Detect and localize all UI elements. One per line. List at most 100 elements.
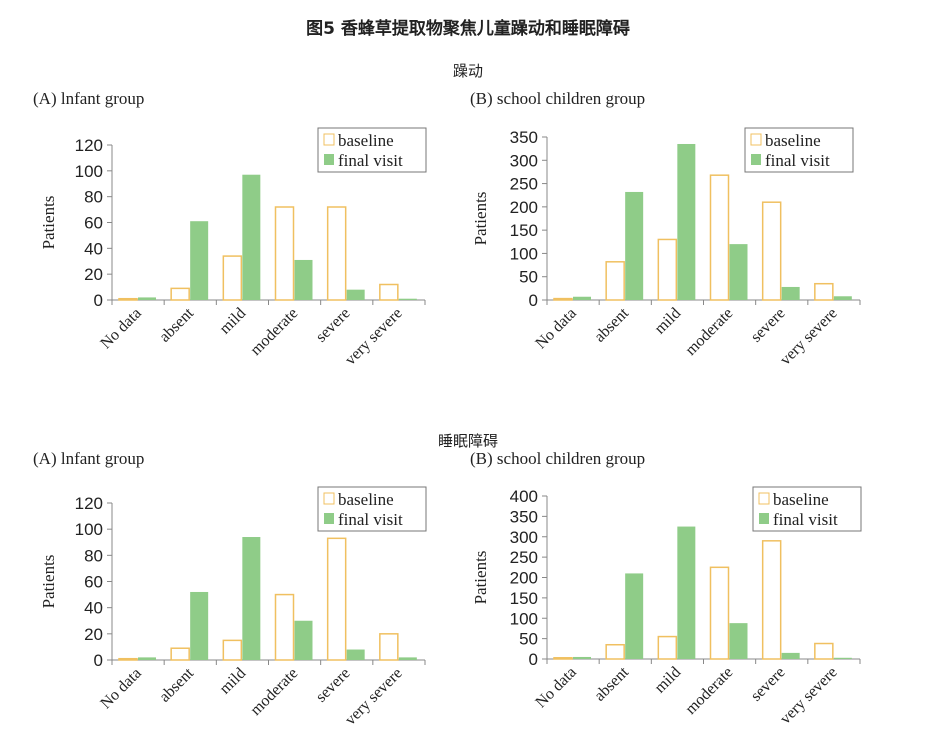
x-tick-label: mild bbox=[216, 665, 249, 698]
y-tick-label: 250 bbox=[510, 548, 538, 567]
bar-baseline bbox=[553, 657, 573, 660]
bar-baseline bbox=[170, 647, 190, 661]
bar-baseline bbox=[709, 566, 730, 660]
legend-swatch-final-visit bbox=[751, 154, 761, 165]
bar-baseline bbox=[761, 201, 782, 301]
bar-baseline bbox=[379, 283, 399, 301]
bar-final-visit bbox=[138, 297, 156, 300]
y-tick-label: 40 bbox=[84, 239, 103, 258]
bar-final-visit bbox=[346, 649, 365, 660]
y-tick-label: 100 bbox=[75, 520, 103, 539]
x-tick-label: severe bbox=[313, 665, 354, 706]
legend-swatch-baseline bbox=[750, 133, 762, 146]
x-tick-label: very severe bbox=[777, 664, 841, 728]
x-tick-label: absent bbox=[591, 663, 632, 704]
y-tick-label: 0 bbox=[529, 291, 538, 310]
bar-final-visit bbox=[138, 657, 156, 660]
x-tick-label: very severe bbox=[342, 665, 406, 729]
legend-label-baseline: baseline bbox=[773, 490, 829, 509]
bar-final-visit bbox=[346, 289, 365, 300]
bar-final-visit bbox=[190, 221, 209, 300]
bar-baseline bbox=[553, 297, 573, 301]
x-tick-label: absent bbox=[591, 304, 632, 345]
y-axis-label: Patients bbox=[39, 196, 58, 250]
bar-baseline bbox=[118, 657, 138, 661]
bar-final-visit bbox=[677, 143, 696, 300]
x-tick-label: absent bbox=[156, 304, 197, 345]
legend-swatch-baseline bbox=[758, 492, 770, 505]
x-tick-label: severe bbox=[748, 305, 789, 346]
y-axis-label: Patients bbox=[471, 551, 490, 605]
y-tick-label: 120 bbox=[75, 494, 103, 513]
bar-baseline bbox=[657, 635, 678, 660]
bar-final-visit bbox=[833, 296, 852, 300]
y-axis-label: Patients bbox=[39, 555, 58, 609]
bar-final-visit bbox=[398, 298, 417, 300]
panel-title: (A) lnfant group bbox=[33, 449, 145, 468]
legend-label-final-visit: final visit bbox=[338, 510, 403, 529]
bar-final-visit bbox=[677, 526, 696, 659]
bar-final-visit bbox=[242, 174, 261, 300]
x-tick-label: absent bbox=[156, 664, 197, 705]
legend-swatch-baseline bbox=[323, 133, 335, 146]
bar-baseline bbox=[761, 540, 782, 660]
bar-baseline bbox=[814, 282, 834, 301]
bar-baseline bbox=[605, 261, 625, 301]
panel-title: (A) lnfant group bbox=[33, 89, 145, 108]
bar-final-visit bbox=[625, 191, 644, 300]
legend-box bbox=[744, 127, 854, 173]
x-tick-label: mild bbox=[651, 305, 684, 338]
y-tick-label: 80 bbox=[84, 546, 103, 565]
bar-final-visit bbox=[242, 537, 261, 660]
y-tick-label: 100 bbox=[510, 244, 538, 263]
x-tick-label: severe bbox=[748, 664, 789, 705]
legend-swatch-final-visit bbox=[324, 154, 334, 165]
bar-baseline bbox=[657, 238, 678, 301]
y-tick-label: 40 bbox=[84, 599, 103, 618]
y-tick-label: 0 bbox=[94, 651, 103, 670]
bar-baseline bbox=[222, 639, 243, 661]
x-tick-label: very severe bbox=[342, 305, 406, 369]
bar-final-visit bbox=[729, 244, 748, 300]
bar-final-visit bbox=[729, 623, 748, 659]
y-tick-label: 150 bbox=[510, 221, 538, 240]
panel-title: (B) school children group bbox=[470, 89, 646, 108]
section-title-sleep: 睡眠障碍 bbox=[437, 432, 498, 450]
y-tick-label: 0 bbox=[529, 650, 538, 669]
y-tick-label: 350 bbox=[510, 128, 538, 147]
legend-box bbox=[317, 127, 427, 173]
y-tick-label: 50 bbox=[519, 268, 538, 287]
y-tick-label: 20 bbox=[84, 265, 103, 284]
bar-baseline bbox=[118, 297, 138, 301]
y-tick-label: 100 bbox=[510, 609, 538, 628]
bar-final-visit bbox=[781, 286, 800, 300]
y-tick-label: 60 bbox=[84, 573, 103, 592]
y-tick-label: 250 bbox=[510, 175, 538, 194]
bar-final-visit bbox=[190, 591, 209, 660]
y-tick-label: 350 bbox=[510, 507, 538, 526]
bar-baseline bbox=[274, 206, 295, 301]
legend-label-final-visit: final visit bbox=[338, 151, 403, 170]
x-tick-label: very severe bbox=[777, 305, 841, 369]
x-tick-label: moderate bbox=[247, 305, 301, 359]
bar-final-visit bbox=[573, 656, 591, 659]
legend-box bbox=[752, 486, 862, 532]
x-tick-label: mild bbox=[651, 664, 684, 697]
legend-label-baseline: baseline bbox=[765, 131, 821, 150]
bar-baseline bbox=[274, 593, 295, 661]
bar-baseline bbox=[605, 643, 625, 660]
y-tick-label: 150 bbox=[510, 589, 538, 608]
x-tick-label: No data bbox=[97, 665, 145, 713]
bar-final-visit bbox=[294, 620, 313, 660]
legend-label-baseline: baseline bbox=[338, 490, 394, 509]
legend-swatch-baseline bbox=[323, 492, 335, 505]
legend-swatch-final-visit bbox=[759, 513, 769, 524]
bar-baseline bbox=[379, 633, 399, 661]
y-tick-label: 0 bbox=[94, 291, 103, 310]
x-tick-label: moderate bbox=[682, 305, 736, 359]
bar-baseline bbox=[326, 206, 347, 301]
panel-title: (B) school children group bbox=[470, 449, 646, 468]
legend-label-final-visit: final visit bbox=[765, 151, 830, 170]
x-tick-label: No data bbox=[532, 305, 580, 353]
